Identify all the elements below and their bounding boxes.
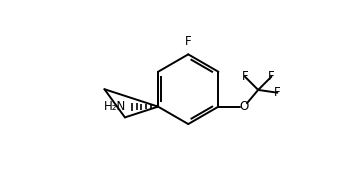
Text: F: F xyxy=(185,35,192,48)
Text: H₂N: H₂N xyxy=(104,100,126,113)
Text: O: O xyxy=(239,100,248,113)
Text: F: F xyxy=(274,86,281,99)
Text: F: F xyxy=(241,70,248,83)
Text: F: F xyxy=(268,70,275,83)
